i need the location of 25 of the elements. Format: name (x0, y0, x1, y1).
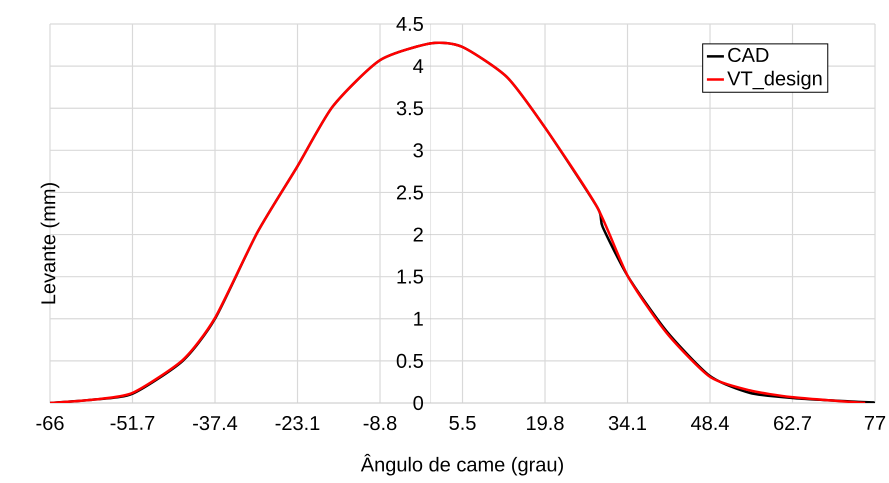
y-tick-label: 1 (414, 312, 423, 326)
x-tick-label: 77 (864, 416, 886, 430)
x-tick-label: 62.7 (774, 416, 811, 430)
x-tick-label: -23.1 (276, 416, 320, 430)
x-tick-label: 19.8 (527, 416, 564, 430)
y-tick-label: 2 (414, 228, 423, 242)
legend-label: VT_design (727, 70, 822, 90)
y-tick-label: 4 (413, 59, 424, 73)
x-tick-label: 48.4 (691, 416, 729, 430)
y-tick-label: 3 (413, 143, 423, 158)
y-axis-title: Levante (mm) (40, 183, 60, 304)
x-tick-label: -51.7 (110, 416, 154, 430)
y-tick-label: 3.5 (396, 101, 423, 116)
y-tick-label: 2.5 (396, 185, 423, 200)
y-tick-label: 4.5 (396, 17, 423, 31)
x-tick-label: -66 (36, 416, 64, 430)
y-tick-label: 1.5 (398, 270, 423, 284)
x-tick-label: 34.1 (608, 416, 646, 430)
y-tick-label: 0.5 (396, 354, 423, 368)
y-tick-label: 0 (413, 396, 424, 410)
x-tick-label: 5.5 (449, 416, 476, 430)
x-tick-label: -8.8 (364, 416, 396, 430)
x-tick-label: -37.4 (193, 416, 238, 430)
legend-label: CAD (728, 48, 768, 62)
x-axis-title: Ângulo de came (grau) (360, 454, 563, 476)
